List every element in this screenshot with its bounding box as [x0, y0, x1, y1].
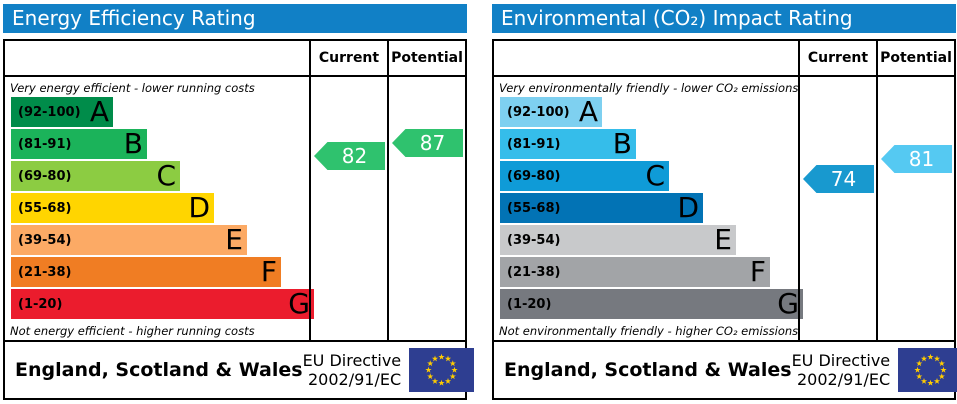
band-letter: B [123, 127, 143, 160]
band-letter: C [645, 159, 665, 192]
table-header-row: Current Potential [494, 41, 954, 77]
top-caption: Very energy efficient - lower running co… [10, 81, 255, 95]
band-d: (55-68) D [500, 193, 703, 223]
band-range-label: (39-54) [507, 232, 561, 248]
band-letter: D [188, 191, 210, 224]
band-a: (92-100) A [11, 97, 113, 127]
band-letter: D [677, 191, 699, 224]
band-f: (21-38) F [11, 257, 281, 287]
band-range-label: (55-68) [507, 200, 561, 216]
eu-directive-line2: 2002/91/EC [797, 370, 891, 389]
bottom-caption: Not energy efficient - higher running co… [10, 324, 255, 338]
band-letter: A [89, 95, 109, 128]
region-label: England, Scotland & Wales [504, 359, 792, 381]
table-body: Very environmentally friendly - lower CO… [494, 77, 954, 340]
potential-rating-column: 87 [387, 77, 465, 340]
band-g: (1-20) G [11, 289, 314, 319]
eu-directive-label: EU Directive 2002/91/EC [792, 351, 899, 389]
band-range-label: (55-68) [18, 200, 72, 216]
current-rating-column: 82 [309, 77, 387, 340]
band-letter: C [156, 159, 176, 192]
table-header-row: Current Potential [5, 41, 465, 77]
top-caption: Very environmentally friendly - lower CO… [499, 81, 799, 95]
epc-ratings-page: Energy Efficiency Rating Current Potenti… [3, 4, 957, 400]
band-c: (69-80) C [500, 161, 669, 191]
potential-rating-arrow: 81 [881, 145, 952, 173]
bottom-caption: Not environmentally friendly - higher CO… [499, 324, 799, 338]
band-d: (55-68) D [11, 193, 214, 223]
band-c: (69-80) C [11, 161, 180, 191]
eu-directive-label: EU Directive 2002/91/EC [303, 351, 410, 389]
eu-directive-line2: 2002/91/EC [308, 370, 402, 389]
band-letter: E [225, 223, 243, 256]
band-e: (39-54) E [11, 225, 247, 255]
potential-rating-arrow: 87 [392, 129, 463, 157]
table-footer: England, Scotland & Wales EU Directive 2… [5, 340, 475, 398]
eu-flag-icon [898, 348, 957, 392]
header-spacer [494, 41, 798, 75]
header-spacer [5, 41, 309, 75]
band-range-label: (21-38) [507, 264, 561, 280]
band-letter: F [749, 255, 766, 288]
table-body: Very energy efficient - lower running co… [5, 77, 465, 340]
band-range-label: (1-20) [18, 296, 63, 312]
band-g: (1-20) G [500, 289, 803, 319]
band-b: (81-91) B [11, 129, 147, 159]
band-range-label: (92-100) [18, 104, 81, 120]
band-letter: F [260, 255, 277, 288]
potential-column-header: Potential [387, 41, 465, 75]
rating-bands: (92-100) A (81-91) B (69-80) C (55-68) D (39-54)… [5, 97, 314, 319]
band-letter: G [777, 287, 799, 320]
band-range-label: (92-100) [507, 104, 570, 120]
band-letter: B [612, 127, 632, 160]
potential-column-header: Potential [876, 41, 954, 75]
eu-directive-line1: EU Directive [302, 350, 402, 370]
potential-rating-column: 81 [876, 77, 954, 340]
band-e: (39-54) E [500, 225, 736, 255]
table-footer: England, Scotland & Wales EU Directive 2… [494, 340, 957, 398]
band-range-label: (21-38) [18, 264, 72, 280]
current-column-header: Current [309, 41, 387, 75]
band-range-label: (81-91) [18, 136, 72, 152]
band-letter: E [714, 223, 732, 256]
current-rating-arrow: 74 [803, 165, 874, 193]
chart-title: Environmental (CO₂) Impact Rating [492, 4, 956, 33]
bands-cell: Very environmentally friendly - lower CO… [494, 77, 803, 340]
band-f: (21-38) F [500, 257, 770, 287]
band-letter: A [578, 95, 598, 128]
rating-table: Current Potential Very energy efficient … [3, 39, 475, 400]
band-range-label: (69-80) [507, 168, 561, 184]
rating-bands: (92-100) A (81-91) B (69-80) C (55-68) D (39-54)… [494, 97, 803, 319]
band-range-label: (1-20) [507, 296, 552, 312]
energy-efficiency-rating-chart: Energy Efficiency Rating Current Potenti… [3, 4, 475, 400]
chart-title: Energy Efficiency Rating [3, 4, 467, 33]
eu-directive-line1: EU Directive [791, 350, 891, 370]
band-letter: G [288, 287, 310, 320]
band-a: (92-100) A [500, 97, 602, 127]
environmental-impact-rating-chart: Environmental (CO₂) Impact Rating Curren… [492, 4, 957, 400]
band-b: (81-91) B [500, 129, 636, 159]
region-label: England, Scotland & Wales [15, 359, 303, 381]
band-range-label: (81-91) [507, 136, 561, 152]
rating-table: Current Potential Very environmentally f… [492, 39, 957, 400]
eu-flag-icon [409, 348, 475, 392]
current-rating-column: 74 [798, 77, 876, 340]
bands-cell: Very energy efficient - lower running co… [5, 77, 314, 340]
band-range-label: (69-80) [18, 168, 72, 184]
current-column-header: Current [798, 41, 876, 75]
current-rating-arrow: 82 [314, 142, 385, 170]
band-range-label: (39-54) [18, 232, 72, 248]
